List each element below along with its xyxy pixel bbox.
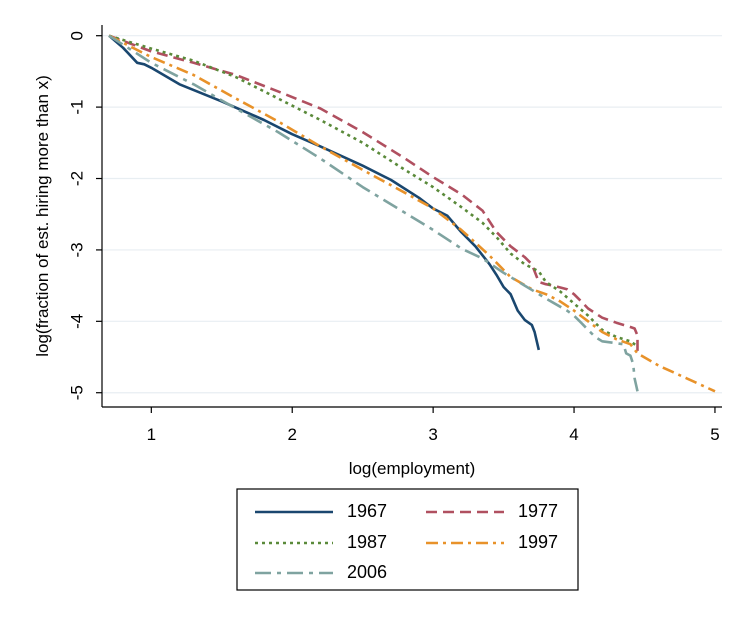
series-line-1987: [108, 34, 639, 348]
legend-label-1987: 1987: [347, 532, 387, 552]
y-axis-label: log(fraction of est. hiring more than x): [33, 75, 52, 357]
y-tick-label: -1: [67, 100, 86, 115]
y-tick-label: -3: [67, 242, 86, 257]
x-tick-label: 2: [287, 425, 296, 444]
x-axis-label: log(employment): [349, 459, 476, 478]
x-tick-label: 4: [569, 425, 578, 444]
y-tick-label: -4: [67, 314, 86, 329]
series-line-2006: [108, 34, 639, 392]
x-tick-label: 5: [710, 425, 719, 444]
series-lines: [108, 34, 716, 393]
legend-label-1967: 1967: [347, 501, 387, 521]
y-tick-label: 0: [67, 31, 86, 40]
gridlines: [102, 35, 722, 394]
legend-label-1997: 1997: [518, 532, 558, 552]
y-tick-label: -5: [67, 385, 86, 400]
axes: 0 -1 -2 -3 -4 -5 1 2 3 4 5: [67, 25, 722, 444]
legend: 1967 1977 1987 1997 2006: [236, 488, 579, 591]
legend-label-2006: 2006: [347, 562, 387, 582]
legend-label-1977: 1977: [518, 501, 558, 521]
x-tick-label: 3: [428, 425, 437, 444]
series-line-1977: [108, 34, 639, 354]
y-tick-label: -2: [67, 171, 86, 186]
x-tick-label: 1: [147, 425, 156, 444]
